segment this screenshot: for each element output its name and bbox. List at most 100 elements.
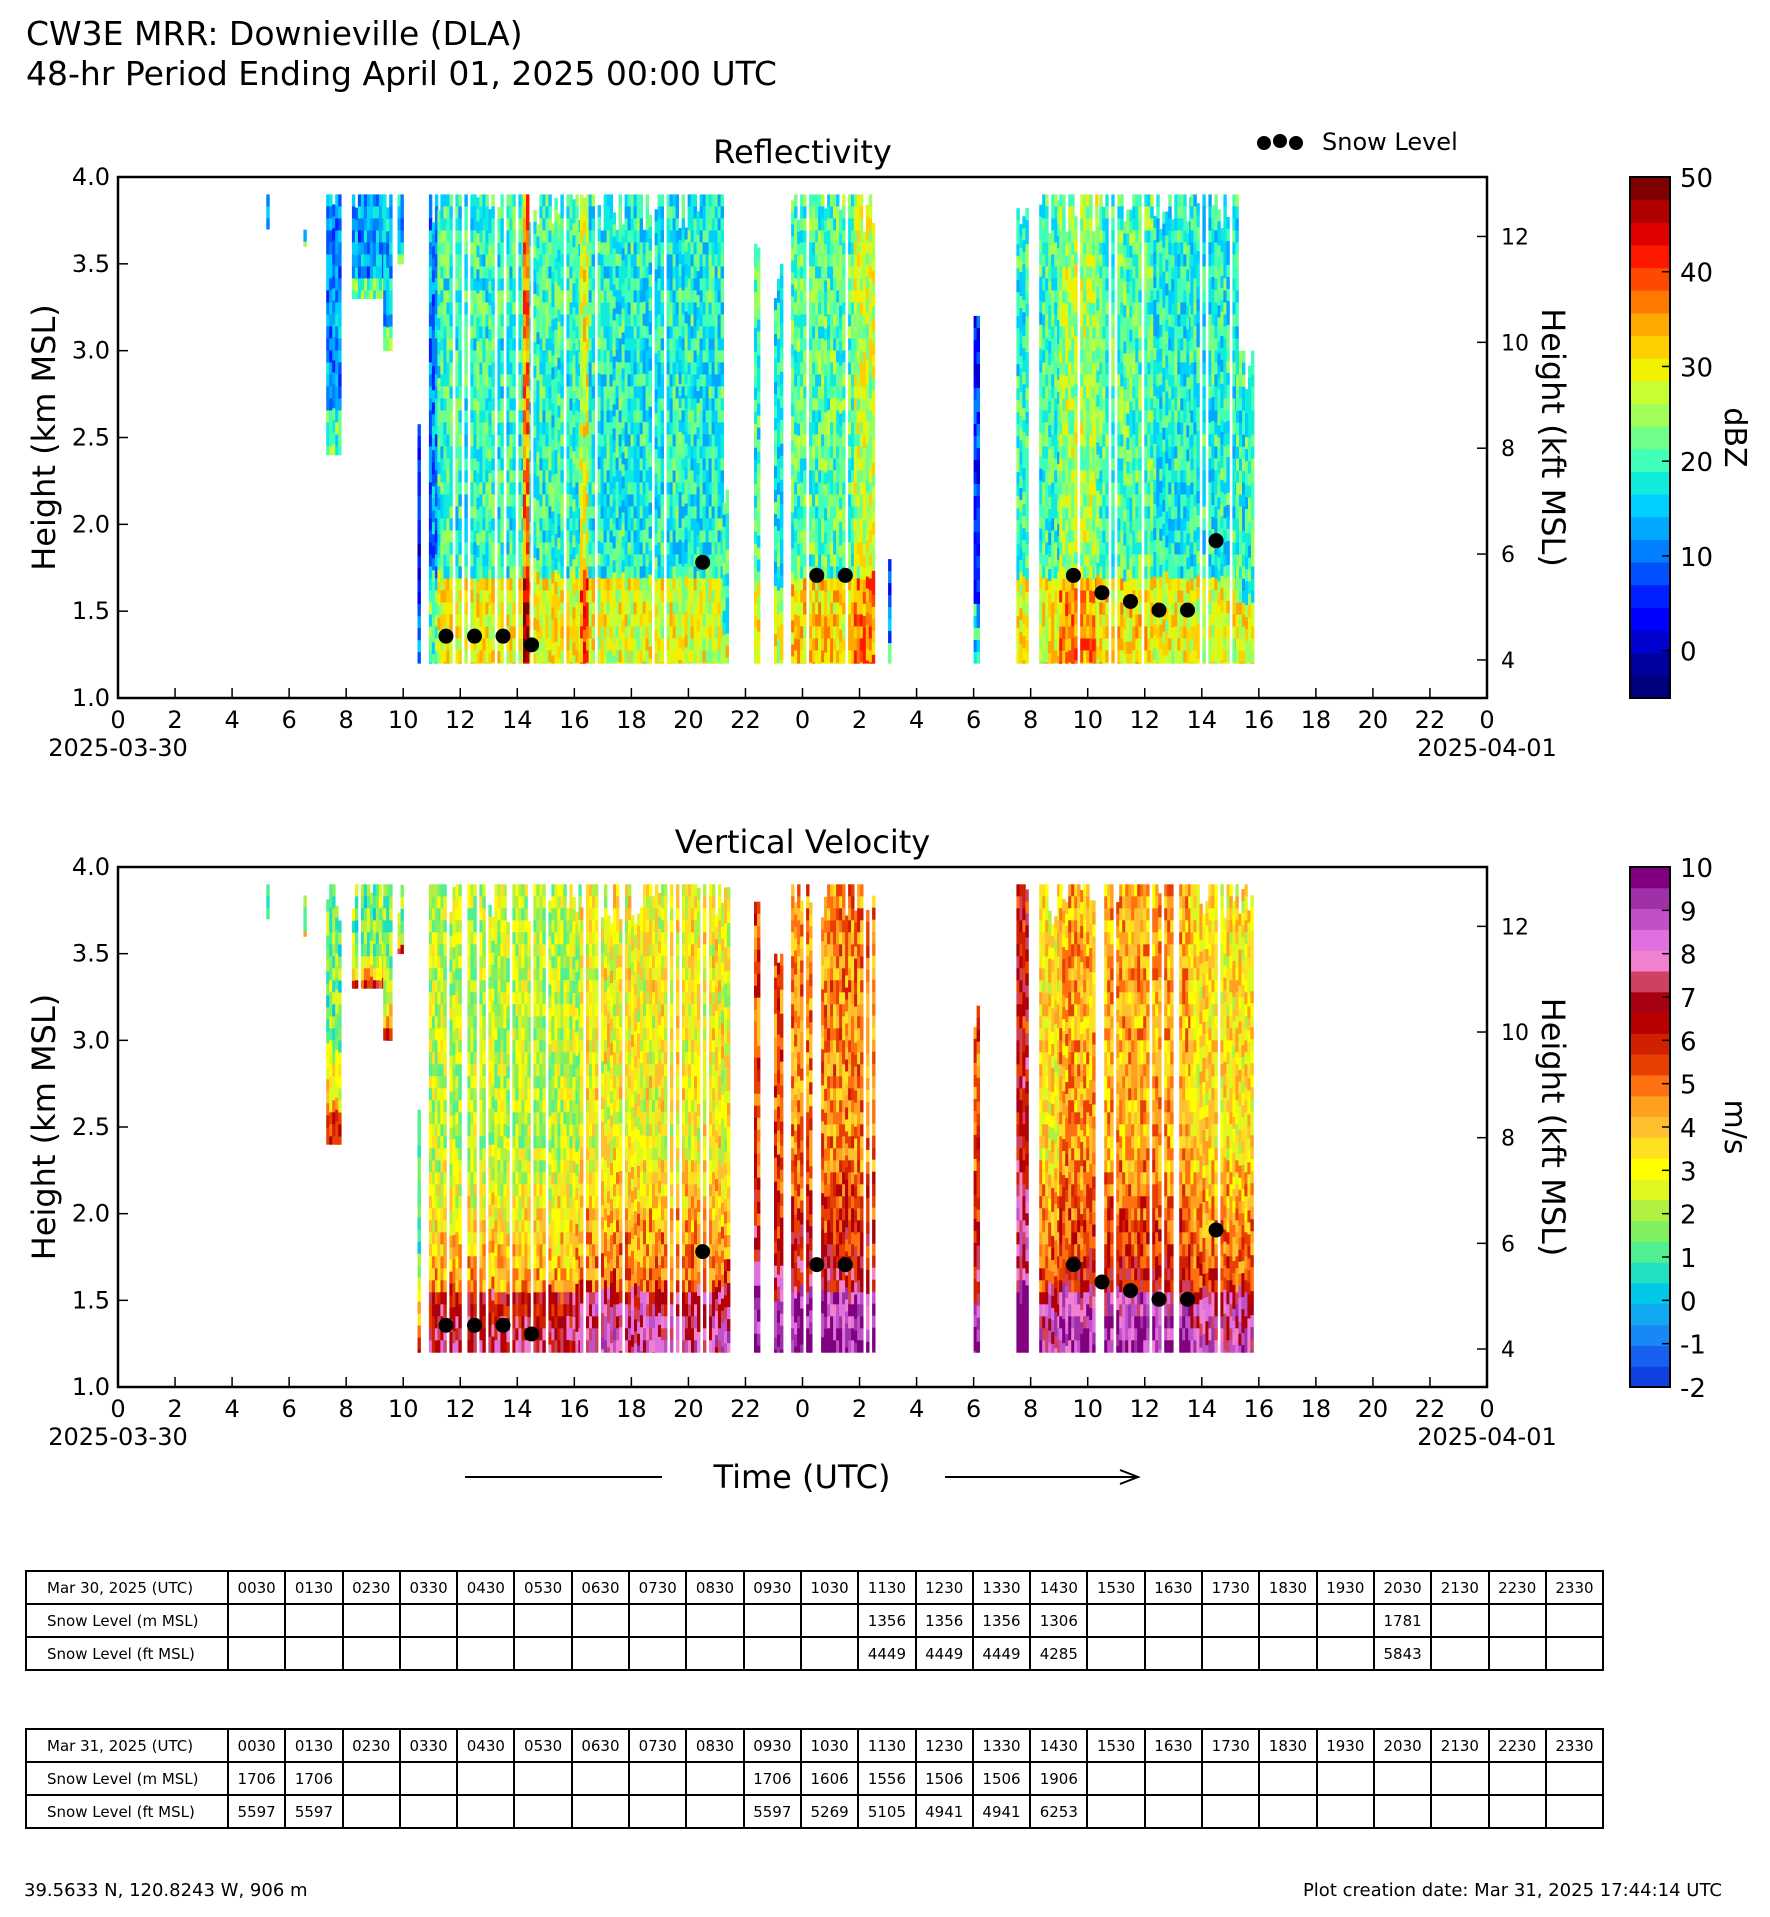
snow-level-point (837, 1257, 853, 1273)
table-value-cell (284, 1636, 344, 1671)
table-value-cell: 5597 (742, 1794, 802, 1829)
colorbar-band (1630, 971, 1670, 993)
table-time-cell: 1630 (1143, 1570, 1204, 1605)
x-tick-label: 12 (1129, 1395, 1160, 1423)
table-time-cell: 0530 (513, 1728, 573, 1763)
colorbar-tick-label: 0 (1680, 638, 1697, 668)
colorbar-band (1630, 1054, 1670, 1076)
snow-level-point (467, 1317, 483, 1333)
legend-marker (1273, 134, 1287, 148)
table-value-cell (1544, 1603, 1605, 1638)
x-tick-label: 4 (224, 1395, 239, 1423)
table-row-label: Snow Level (ft MSL) (25, 1636, 229, 1671)
table-time-cell: 2230 (1487, 1570, 1547, 1605)
table-time-cell: 1430 (1029, 1570, 1089, 1605)
date-label-start: 2025-03-30 (48, 1423, 187, 1451)
snow-level-point (1122, 593, 1138, 609)
snow-level-point (809, 1257, 825, 1273)
echo-segment (754, 243, 761, 664)
table-time-cell: 1630 (1143, 1728, 1204, 1763)
x-tick-label: 18 (616, 706, 647, 734)
table-value-cell (513, 1603, 573, 1638)
table-time-cell: 1330 (971, 1728, 1032, 1763)
table-time-cell: 0830 (685, 1728, 745, 1763)
y-right-tick-label: 4 (1501, 1338, 1515, 1363)
echo-segment (266, 884, 270, 920)
table-value-cell: 1356 (857, 1603, 917, 1638)
colorbar-band (1630, 244, 1670, 269)
panel-vertical-velocity: Vertical Velocity 1.0 1.5 2.0 2.5 3.0 3.5 4.0 He… (25, 823, 1752, 1451)
snow-level-point (1065, 567, 1081, 583)
table-time-cell: 1230 (914, 1570, 974, 1605)
echo-segment (428, 194, 439, 664)
x-tick-label: 20 (673, 1395, 704, 1423)
x-tick-label: 2 (852, 706, 867, 734)
table-time-cell: 0030 (226, 1728, 287, 1763)
colorbar-band (1630, 539, 1670, 563)
y-right-tick-label: 8 (1501, 437, 1515, 462)
x-tick-label: 10 (1072, 1395, 1103, 1423)
x-tick-label: 12 (1129, 706, 1160, 734)
table-value-cell (1086, 1636, 1146, 1671)
time-axis-label: Time (UTC) (713, 1458, 891, 1496)
echo-segment (853, 194, 876, 664)
echo-segment (791, 884, 876, 1353)
echo-segment (383, 884, 393, 1041)
table-value-cell (1258, 1761, 1318, 1796)
y-tick-label: 2.0 (72, 510, 110, 538)
colorbar-band (1630, 358, 1670, 382)
colorbar-tick-label: 9 (1680, 897, 1697, 927)
table-time-cell: 0230 (341, 1728, 401, 1763)
table-value-cell (1258, 1603, 1318, 1638)
snow-level-point (1151, 1291, 1167, 1307)
table-value-cell: 6253 (1029, 1794, 1089, 1829)
table-value-cell: 1706 (742, 1761, 802, 1796)
y-right-tick-label: 10 (1501, 331, 1529, 356)
table-time-cell: 1030 (799, 1728, 860, 1763)
panel-title: Reflectivity (713, 133, 892, 171)
echo-segment (326, 194, 342, 456)
table-time-cell: 0730 (628, 1728, 688, 1763)
x-tick-label: 22 (730, 1395, 761, 1423)
table-value-cell (1372, 1794, 1433, 1829)
x-tick-label: 16 (559, 1395, 590, 1423)
table-value-cell: 4941 (914, 1794, 974, 1829)
x-tick-label: 6 (966, 706, 981, 734)
table-time-cell: 1830 (1258, 1728, 1318, 1763)
x-tick-label: 12 (445, 1395, 476, 1423)
table-time-cell: 1530 (1086, 1570, 1146, 1605)
table-value-cell (1258, 1794, 1318, 1829)
colorbar-band (1630, 516, 1670, 540)
y-right-tick-label: 10 (1501, 1021, 1529, 1046)
figure-header: CW3E MRR: Downieville (DLA) 48-hr Period… (26, 14, 777, 94)
table-value-cell: 1506 (914, 1761, 974, 1796)
table-value-cell (1487, 1636, 1547, 1671)
x-tick-label: 14 (502, 706, 533, 734)
table-time-cell: 0030 (226, 1570, 287, 1605)
echo-segment (1190, 194, 1239, 664)
x-tick-label: 22 (730, 706, 761, 734)
echo-segment (437, 194, 582, 664)
x-tick-label: 16 (559, 706, 590, 734)
x-tick-label: 0 (795, 1395, 810, 1423)
y-right-axis-label: Height (kft MSL) (1534, 998, 1572, 1257)
colorbar-band (1630, 177, 1670, 201)
echo-segment (351, 884, 386, 989)
table-time-cell: 0730 (628, 1570, 688, 1605)
x-tick-label: 18 (1301, 706, 1332, 734)
date-label-end: 2025-04-01 (1417, 734, 1556, 762)
x-tick-label: 18 (1301, 1395, 1332, 1423)
table-value-cell (685, 1603, 745, 1638)
colorbar-band (1630, 1095, 1670, 1118)
table-time-cell: 0130 (284, 1570, 344, 1605)
y-tick-label: 3.0 (72, 337, 110, 365)
table-value-cell (226, 1636, 287, 1671)
table-value-cell (398, 1636, 459, 1671)
colorbar-tick-label: 8 (1680, 941, 1697, 971)
y-tick-label: 3.5 (72, 250, 110, 278)
y-tick-label: 4.0 (72, 853, 110, 881)
plot-creation-date: Plot creation date: Mar 31, 2025 17:44:1… (1302, 1880, 1722, 1901)
table-value-cell (226, 1603, 287, 1638)
colorbar-tick-label: 5 (1680, 1071, 1697, 1101)
table-row-label: Snow Level (ft MSL) (25, 1794, 229, 1829)
